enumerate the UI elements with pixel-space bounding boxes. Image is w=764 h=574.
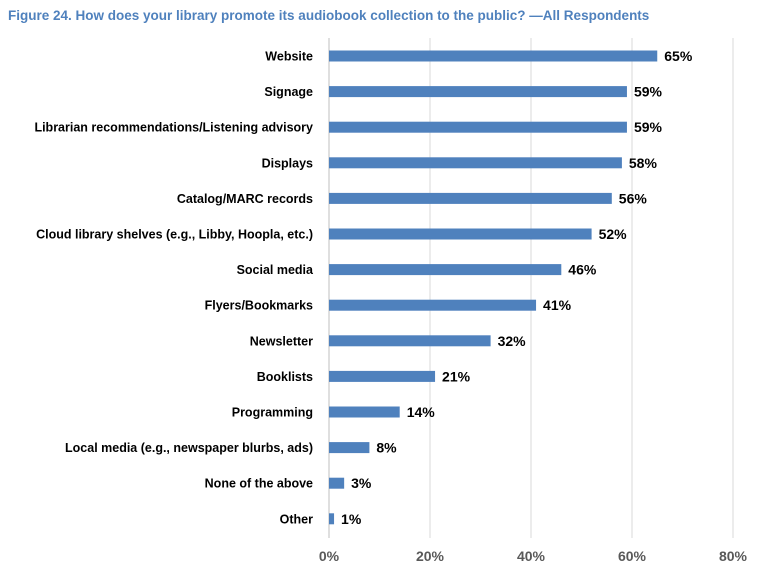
category-label: Other	[280, 512, 313, 526]
data-label: 32%	[498, 333, 527, 349]
bar	[329, 513, 335, 525]
data-label: 21%	[442, 368, 471, 384]
category-label: Flyers/Bookmarks	[205, 299, 313, 313]
category-label: Catalog/MARC records	[177, 192, 313, 206]
bar	[329, 264, 562, 276]
data-label: 65%	[664, 48, 693, 64]
category-label: Signage	[264, 85, 313, 99]
data-label: 56%	[619, 190, 648, 206]
data-label: 58%	[629, 155, 658, 171]
bar	[329, 86, 627, 98]
data-label: 3%	[351, 475, 372, 491]
category-label: Cloud library shelves (e.g., Libby, Hoop…	[36, 228, 313, 242]
data-label: 1%	[341, 511, 362, 527]
chart-title: Figure 24. How does your library promote…	[8, 8, 650, 23]
x-tick-label: 40%	[517, 548, 546, 564]
x-tick-label: 20%	[416, 548, 445, 564]
category-label: Local media (e.g., newspaper blurbs, ads…	[65, 441, 313, 455]
x-tick-label: 60%	[618, 548, 647, 564]
category-label: Librarian recommendations/Listening advi…	[34, 121, 313, 135]
bar	[329, 477, 345, 489]
category-label: Newsletter	[250, 334, 313, 348]
bar	[329, 299, 537, 311]
x-tick-label: 0%	[319, 548, 340, 564]
category-label: Programming	[232, 406, 313, 420]
bar	[329, 406, 400, 418]
bar	[329, 228, 592, 240]
category-label: None of the above	[205, 477, 313, 491]
bar	[329, 157, 622, 169]
x-tick-label: 80%	[719, 548, 748, 564]
data-label: 41%	[543, 297, 572, 313]
data-label: 8%	[376, 440, 397, 456]
data-label: 52%	[599, 226, 628, 242]
category-label: Website	[265, 50, 313, 64]
bar	[329, 442, 370, 454]
data-label: 59%	[634, 119, 663, 135]
bar	[329, 335, 491, 347]
data-label: 46%	[568, 262, 597, 278]
category-label: Displays	[262, 156, 313, 170]
bar	[329, 121, 627, 133]
category-label: Social media	[237, 263, 314, 277]
data-label: 59%	[634, 84, 663, 100]
bar	[329, 370, 436, 382]
category-label: Booklists	[257, 370, 313, 384]
data-label: 14%	[407, 404, 436, 420]
bar	[329, 50, 658, 62]
bar	[329, 192, 612, 204]
